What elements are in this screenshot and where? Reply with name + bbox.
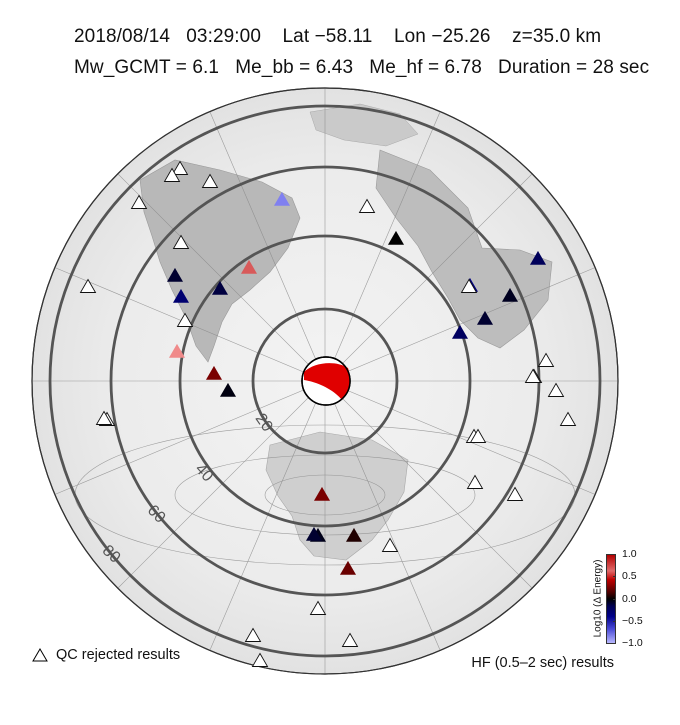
station-qc-rejected-triangle[interactable] bbox=[95, 410, 113, 425]
colorbar-tick: 0.5 bbox=[613, 571, 637, 581]
station-qc-rejected-triangle[interactable] bbox=[201, 173, 219, 188]
station-triangle[interactable] bbox=[529, 250, 547, 265]
station-triangle[interactable] bbox=[240, 259, 258, 274]
station-triangle[interactable] bbox=[211, 280, 229, 295]
station-triangle[interactable] bbox=[451, 324, 469, 339]
station-triangle[interactable] bbox=[387, 230, 405, 245]
station-triangle[interactable] bbox=[168, 343, 186, 358]
colorbar-tick: −0.5 bbox=[613, 616, 643, 626]
station-qc-rejected-triangle[interactable] bbox=[176, 312, 194, 327]
station-qc-rejected-triangle[interactable] bbox=[381, 537, 399, 552]
colorbar-tick: −1.0 bbox=[613, 638, 643, 648]
station-qc-rejected-triangle[interactable] bbox=[309, 600, 327, 615]
stations-layer bbox=[79, 160, 577, 667]
station-triangle[interactable] bbox=[172, 288, 190, 303]
south-america-land bbox=[139, 159, 301, 363]
station-qc-rejected-triangle[interactable] bbox=[171, 160, 189, 175]
colorbar-title: Log10 (Δ Energy) bbox=[592, 559, 604, 638]
station-triangle[interactable] bbox=[501, 287, 519, 302]
colorbar-tick: 1.0 bbox=[613, 549, 637, 559]
station-triangle[interactable] bbox=[219, 382, 237, 397]
station-qc-rejected-triangle[interactable] bbox=[559, 411, 577, 426]
antarctica-land bbox=[265, 431, 409, 561]
station-qc-rejected-triangle[interactable] bbox=[244, 627, 262, 642]
station-qc-rejected-triangle[interactable] bbox=[466, 474, 484, 489]
hf-legend-label: HF (0.5–2 sec) results bbox=[471, 655, 614, 671]
station-qc-rejected-triangle[interactable] bbox=[460, 278, 478, 293]
station-qc-rejected-triangle[interactable] bbox=[547, 382, 565, 397]
station-triangle[interactable] bbox=[345, 527, 363, 542]
station-qc-rejected-triangle[interactable] bbox=[79, 278, 97, 293]
station-triangle[interactable] bbox=[313, 486, 331, 501]
focal-mechanism-beachball bbox=[301, 356, 351, 406]
open-triangle-icon bbox=[32, 648, 48, 662]
station-qc-rejected-triangle[interactable] bbox=[163, 167, 181, 182]
station-qc-rejected-triangle[interactable] bbox=[358, 198, 376, 213]
station-triangle[interactable] bbox=[339, 560, 357, 575]
globe-outline bbox=[31, 87, 619, 675]
magnitude-info-line: Mw_GCMT = 6.1 Me_bb = 6.43 Me_hf = 6.78 … bbox=[74, 57, 650, 78]
range-circle-80 bbox=[48, 104, 602, 658]
station-qc-rejected-triangle[interactable] bbox=[537, 352, 555, 367]
station-qc-rejected-triangle[interactable] bbox=[506, 486, 524, 501]
colorbar-tick: 0.0 bbox=[613, 594, 637, 604]
station-triangle[interactable] bbox=[166, 267, 184, 282]
energy-colorbar: Log10 (Δ Energy) 1.0 0.5 0.0 −0.5 −1.0 bbox=[578, 548, 643, 649]
range-circle-20 bbox=[251, 307, 399, 455]
qc-legend: QC rejected results bbox=[32, 647, 180, 663]
qc-legend-label: QC rejected results bbox=[56, 647, 181, 663]
station-qc-rejected-triangle[interactable] bbox=[172, 234, 190, 249]
station-qc-rejected-triangle[interactable] bbox=[524, 368, 542, 383]
station-qc-rejected-triangle[interactable] bbox=[469, 428, 487, 443]
station-qc-rejected-triangle[interactable] bbox=[341, 632, 359, 647]
event-info-line: 2018/08/14 03:29:00 Lat −58.11 Lon −25.2… bbox=[74, 26, 602, 47]
header: 2018/08/14 03:29:00 Lat −58.11 Lon −25.2… bbox=[0, 0, 680, 90]
station-triangle[interactable] bbox=[476, 310, 494, 325]
station-qc-rejected-triangle[interactable] bbox=[130, 194, 148, 209]
range-circle-40 bbox=[178, 234, 472, 528]
station-triangle[interactable] bbox=[205, 365, 223, 380]
station-triangle[interactable] bbox=[273, 191, 291, 206]
station-triangle[interactable] bbox=[305, 526, 323, 541]
station-qc-rejected-triangle[interactable] bbox=[251, 652, 269, 667]
